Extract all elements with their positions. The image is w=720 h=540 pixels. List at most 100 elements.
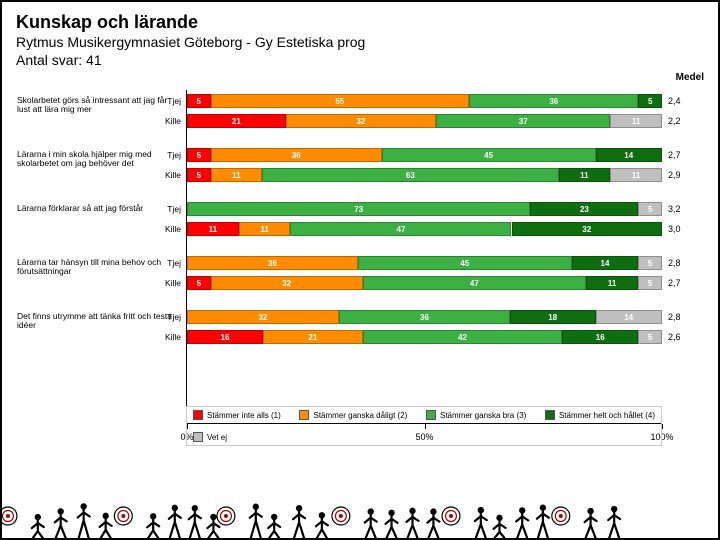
chart-plot: 0%50%100%Skolarbetet görs så intressant … — [186, 90, 662, 424]
legend-label: Stämmer inte alls (1) — [207, 411, 281, 420]
bar-segment — [187, 114, 286, 128]
bar-segment — [339, 310, 510, 324]
bar-segment — [187, 168, 211, 182]
bar-segment — [510, 310, 596, 324]
bar-segment — [262, 168, 558, 182]
bar-segment — [559, 168, 611, 182]
footer-silhouette-strip — [2, 494, 718, 538]
medel-value: 2,7 — [668, 278, 702, 288]
legend-swatch — [545, 410, 555, 420]
chart-area: Medel 0%50%100%Skolarbetet görs så intre… — [16, 72, 704, 458]
legend-item: Stämmer ganska dåligt (2) — [299, 410, 407, 420]
row-label: Tjej — [159, 312, 181, 322]
row-label: Kille — [159, 332, 181, 342]
bar-segment — [530, 202, 638, 216]
bar-row: 11114732 — [187, 222, 662, 236]
bar-segment — [512, 222, 662, 236]
bar-segment — [187, 310, 339, 324]
legend-swatch — [299, 410, 309, 420]
medel-value: 2,8 — [668, 312, 702, 322]
bar-segment — [239, 222, 291, 236]
bar-segment — [638, 94, 662, 108]
row-label: Tjej — [159, 96, 181, 106]
legend-item: Stämmer helt och hållet (4) — [545, 410, 655, 420]
page-title: Kunskap och lärande — [16, 12, 704, 33]
question-label: Skolarbetet görs så intressant att jag f… — [17, 96, 177, 115]
bar-row: 32361814 — [187, 310, 662, 324]
row-label: Tjej — [159, 150, 181, 160]
bar-segment — [572, 256, 639, 270]
medel-value: 2,6 — [668, 332, 702, 342]
bar-segment — [610, 168, 662, 182]
bar-segment — [363, 330, 563, 344]
bar-row: 21323711 — [187, 114, 662, 128]
bar-segment — [187, 330, 263, 344]
x-tick — [662, 424, 663, 429]
bar-row: 53247115 — [187, 276, 662, 290]
subtitle-line-1: Rytmus Musikergymnasiet Göteborg - Gy Es… — [16, 33, 704, 51]
bar-row: 511631111 — [187, 168, 662, 182]
bar-segment — [263, 330, 363, 344]
chart-legend: Stämmer inte alls (1) Stämmer ganska dåli… — [186, 406, 662, 446]
bar-segment — [187, 222, 239, 236]
bar-segment — [187, 94, 211, 108]
row-label: Kille — [159, 278, 181, 288]
legend-label: Stämmer helt och hållet (4) — [559, 411, 655, 420]
bar-segment — [363, 276, 586, 290]
bar-segment — [286, 114, 436, 128]
row-label: Kille — [159, 170, 181, 180]
bar-segment — [382, 148, 596, 162]
question-label: Det finns utrymme att tänka fritt och te… — [17, 312, 177, 331]
legend-item: Vet ej — [193, 432, 227, 442]
medel-value: 2,9 — [668, 170, 702, 180]
bar-segment — [596, 148, 663, 162]
legend-item: Stämmer inte alls (1) — [193, 410, 281, 420]
row-label: Tjej — [159, 204, 181, 214]
bar-segment — [187, 256, 358, 270]
medel-value: 3,0 — [668, 224, 702, 234]
bar-row: 3645145 — [187, 256, 662, 270]
medel-value: 3,2 — [668, 204, 702, 214]
bar-segment — [596, 310, 663, 324]
bar-segment — [610, 114, 662, 128]
question-label: Lärarna i min skola hjälper mig med skol… — [17, 150, 177, 169]
bar-segment — [562, 330, 638, 344]
legend-label: Stämmer ganska dåligt (2) — [313, 411, 407, 420]
row-label: Tjej — [159, 258, 181, 268]
medel-value: 2,8 — [668, 258, 702, 268]
bar-segment — [638, 330, 662, 344]
bar-segment — [358, 256, 572, 270]
question-label: Lärarna tar hänsyn till mina behov och f… — [17, 258, 177, 277]
medel-header: Medel — [676, 72, 704, 83]
legend-swatch — [193, 410, 203, 420]
bar-segment — [187, 276, 211, 290]
legend-label: Stämmer ganska bra (3) — [440, 411, 526, 420]
bar-segment — [211, 276, 363, 290]
legend-item: Stämmer ganska bra (3) — [426, 410, 526, 420]
bar-row: 162142165 — [187, 330, 662, 344]
medel-value: 2,2 — [668, 116, 702, 126]
bar-segment — [211, 168, 263, 182]
bar-segment — [436, 114, 610, 128]
bar-segment — [211, 148, 382, 162]
legend-swatch — [193, 432, 203, 442]
legend-swatch — [426, 410, 436, 420]
bar-segment — [290, 222, 511, 236]
bar-row: 73235 — [187, 202, 662, 216]
bar-segment — [187, 202, 530, 216]
bar-segment — [638, 256, 662, 270]
bar-row: 555365 — [187, 94, 662, 108]
bar-row: 5364514 — [187, 148, 662, 162]
medel-value: 2,4 — [668, 96, 702, 106]
bar-segment — [638, 276, 662, 290]
medel-value: 2,7 — [668, 150, 702, 160]
legend-label: Vet ej — [207, 433, 227, 442]
question-label: Lärarna förklarar så att jag förstår — [17, 204, 177, 213]
bar-segment — [638, 202, 662, 216]
subtitle-line-2: Antal svar: 41 — [16, 51, 704, 69]
row-label: Kille — [159, 116, 181, 126]
bar-segment — [211, 94, 470, 108]
bar-segment — [187, 148, 211, 162]
row-label: Kille — [159, 224, 181, 234]
bar-segment — [469, 94, 638, 108]
